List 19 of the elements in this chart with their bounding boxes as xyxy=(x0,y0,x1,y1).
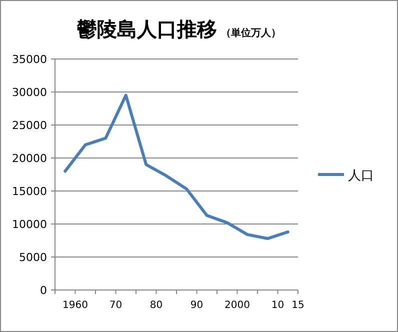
y-tick-label: 35000 xyxy=(12,53,47,66)
y-tick-label: 0 xyxy=(40,284,47,297)
y-tick-label: 5000 xyxy=(19,251,47,264)
x-tick-label: 10 xyxy=(271,300,284,311)
y-tick-label: 10000 xyxy=(12,218,47,231)
x-tick-label: 2000 xyxy=(224,300,250,311)
y-tick-label: 20000 xyxy=(12,152,47,165)
y-tick-label: 15000 xyxy=(12,185,47,198)
x-tick-label: 90 xyxy=(190,300,204,311)
x-tick-label: 70 xyxy=(109,300,122,311)
legend-label: 人口 xyxy=(348,168,374,184)
chart-subtitle: （単位万人） xyxy=(221,27,281,39)
x-tick-label: 80 xyxy=(150,300,163,311)
chart-title: 鬱陵島人口推移 xyxy=(76,17,217,41)
x-tick-label: 15 xyxy=(292,300,304,311)
y-tick-label: 30000 xyxy=(12,86,47,99)
x-tick-label: 1960 xyxy=(62,300,88,311)
y-tick-label: 25000 xyxy=(12,119,47,132)
line-series xyxy=(64,94,290,240)
